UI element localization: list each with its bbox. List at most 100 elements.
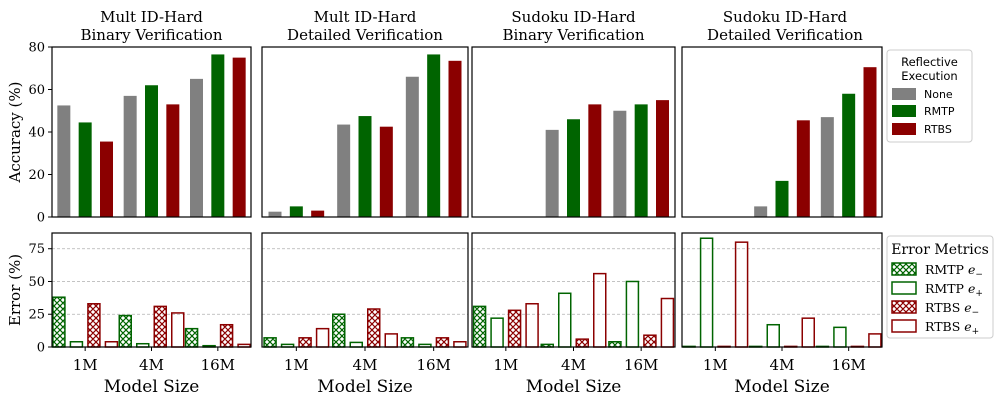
- error-bar-rtbs-e-plus: [525, 303, 539, 348]
- error-bar-rtbs-e-plus: [801, 317, 815, 348]
- legend-swatch-rmtp: [892, 105, 916, 117]
- error-bar-rtbs-e-plus: [734, 241, 749, 348]
- x-tick-label: 1M: [493, 356, 518, 374]
- accuracy-bar-none: [405, 76, 419, 217]
- y-tick-label: 80: [28, 41, 45, 56]
- y-tick-label: 0: [37, 211, 45, 226]
- error-bar-rmtp-e-plus: [558, 292, 572, 348]
- error-bar-rtbs-e-plus: [593, 272, 607, 348]
- error-bar-rmtp-e-minus: [472, 305, 487, 348]
- error-bar-rtbs-e-plus: [171, 312, 185, 348]
- accuracy-bar-rtbs: [379, 126, 393, 217]
- error-bar-rmtp-e-plus: [349, 341, 363, 348]
- x-tick-label: 1M: [703, 356, 728, 374]
- legend-name: RMTP: [925, 281, 964, 296]
- y-tick-label: 25: [28, 308, 45, 323]
- legend-name: RTBS: [925, 300, 960, 315]
- accuracy-bar-rtbs: [796, 120, 810, 217]
- legend-top-title-line2: Execution: [901, 69, 957, 83]
- y-tick-label: 0: [37, 341, 45, 356]
- accuracy-bar-rmtp: [145, 85, 158, 217]
- error-bar-rmtp-e-minus: [263, 337, 277, 348]
- error-bar-rtbs-e-minus: [367, 308, 381, 348]
- error-bar-rtbs-e-plus: [453, 341, 467, 348]
- error-bar-rmtp-e-plus: [766, 323, 780, 348]
- panel-title-2-line1: Mult ID-Hard: [314, 8, 417, 26]
- accuracy-bar-rmtp: [427, 54, 441, 217]
- x-axis-label: Model Size: [734, 377, 830, 397]
- legend-sub: +: [975, 289, 983, 299]
- panel-title-3-line1: Sudoku ID-Hard: [511, 8, 636, 26]
- x-tick-label: 4M: [561, 356, 586, 374]
- error-bar-rmtp-e-plus: [69, 341, 84, 348]
- x-tick-label: 16M: [624, 356, 658, 374]
- legend-sub: −: [975, 270, 983, 280]
- error-bar-rtbs-e-minus: [298, 337, 312, 348]
- accuracy-bar-none: [613, 110, 627, 217]
- error-bar-rmtp-e-minus: [184, 327, 199, 348]
- x-axis-label: Model Size: [104, 377, 200, 397]
- y-tick-label: 20: [28, 168, 45, 183]
- legend-sub: +: [972, 327, 980, 337]
- error-bar-rtbs-e-minus: [219, 323, 234, 348]
- accuracy-bar-rtbs: [656, 100, 669, 217]
- y-tick-label: 40: [28, 126, 45, 141]
- accuracy-bar-none: [190, 78, 203, 217]
- accuracy-bar-rtbs: [232, 57, 246, 217]
- panel-title-1-line1: Mult ID-Hard: [100, 8, 203, 26]
- panel-title-1-line2: Binary Verification: [80, 26, 222, 44]
- legend-name: RTBS: [925, 319, 960, 334]
- error-bar-rtbs-e-plus: [384, 333, 398, 348]
- x-axis-label: Model Size: [317, 377, 413, 397]
- accuracy-bar-rmtp: [78, 122, 92, 217]
- x-tick-label: 1M: [73, 356, 98, 374]
- legend-sym: e: [964, 300, 971, 315]
- y-tick-label: 60: [28, 83, 45, 98]
- legend-error-metrics: Error Metrics RMTP e− RMTP e+ RTBS e− RT…: [886, 235, 994, 339]
- error-bar-rmtp-e-minus: [52, 296, 66, 348]
- x-tick-label: 4M: [770, 356, 795, 374]
- error-bar-rtbs-e-plus: [104, 341, 119, 348]
- error-bar-rtbs-e-minus: [435, 337, 450, 348]
- legend-swatch-none: [892, 88, 916, 100]
- panel-title-4-line1: Sudoku ID-Hard: [723, 8, 848, 26]
- accuracy-bar-none: [545, 129, 559, 217]
- y-tick-label: 75: [28, 242, 45, 257]
- accuracy-bar-rmtp: [289, 206, 303, 217]
- y-tick-label: 50: [28, 275, 45, 290]
- error-bar-rtbs-e-plus: [315, 327, 330, 348]
- legend-reflective-execution: Reflective Execution None RMTP RTBS: [886, 49, 973, 143]
- bottom-ylabel: Error (%): [6, 254, 24, 326]
- top-ylabel: Accuracy (%): [6, 81, 24, 183]
- legend-sym: e: [964, 319, 971, 334]
- accuracy-bar-rmtp: [842, 93, 856, 217]
- panel-title-3-line2: Binary Verification: [502, 26, 644, 44]
- legend-label-rmtp-eminus: RMTP e−: [925, 262, 983, 280]
- accuracy-panel-frame: [261, 46, 469, 218]
- legend-swatch-rmtp-eminus: [891, 262, 917, 276]
- legend-label-rtbs: RTBS: [924, 123, 952, 136]
- accuracy-bar-rtbs: [448, 60, 462, 217]
- legend-name: RMTP: [925, 262, 964, 277]
- error-bar-rtbs-e-minus: [87, 303, 101, 348]
- accuracy-panel-frame: [681, 46, 883, 218]
- accuracy-panel-frame: [471, 46, 676, 218]
- accuracy-bar-rmtp: [358, 116, 372, 217]
- x-tick-label: 4M: [139, 356, 164, 374]
- accuracy-bar-rtbs: [100, 141, 113, 217]
- accuracy-bar-rmtp: [211, 54, 225, 217]
- error-bar-rtbs-e-plus: [868, 333, 882, 348]
- x-tick-label: 4M: [353, 356, 378, 374]
- accuracy-bar-rtbs: [311, 210, 325, 217]
- accuracy-bar-none: [57, 105, 71, 217]
- x-tick-label: 16M: [831, 356, 865, 374]
- x-axis-label: Model Size: [526, 377, 622, 397]
- error-bar-rmtp-e-plus: [699, 237, 714, 348]
- error-bar-rtbs-e-minus: [575, 338, 589, 348]
- panel-title-2-line2: Detailed Verification: [287, 26, 443, 44]
- accuracy-bar-rmtp: [634, 104, 648, 217]
- accuracy-bar-rmtp: [567, 119, 580, 217]
- legend-sub: −: [972, 308, 980, 318]
- legend-label-rmtp-eplus: RMTP e+: [925, 281, 983, 299]
